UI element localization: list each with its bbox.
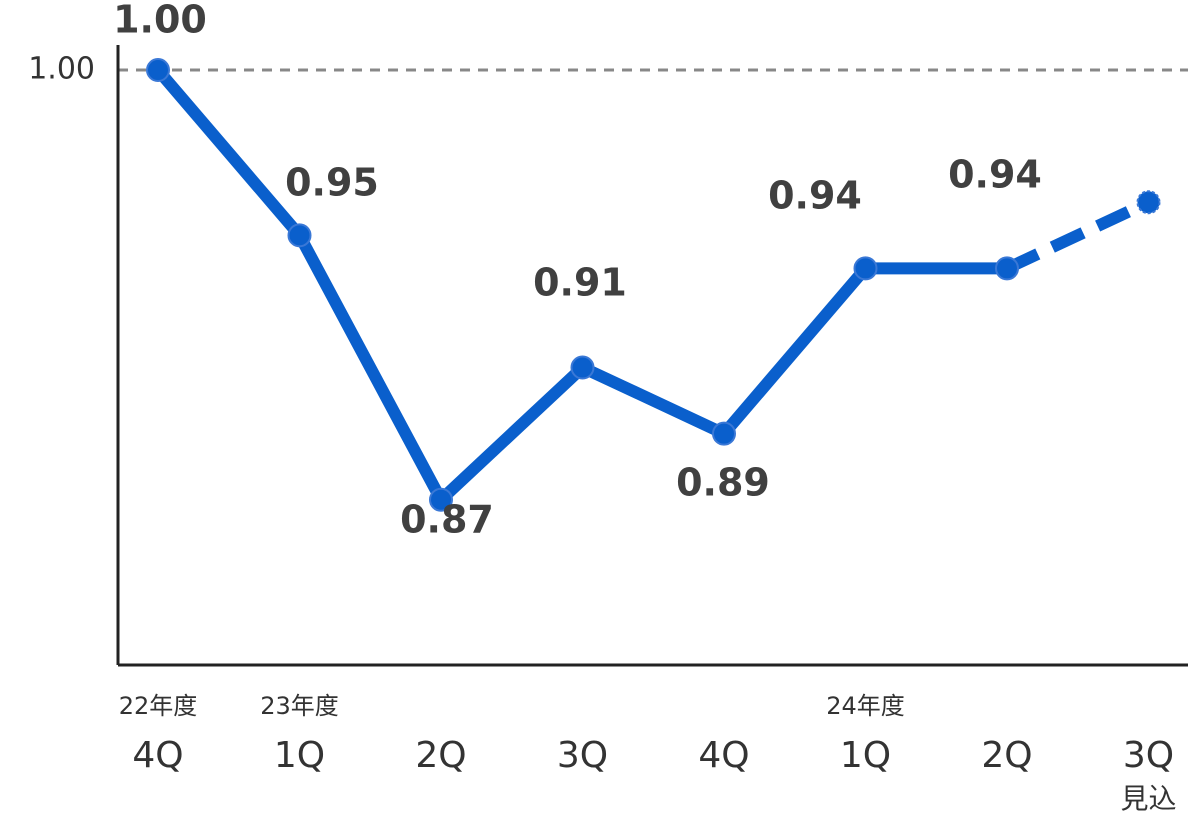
- marker: [712, 421, 736, 446]
- value-label: 0.91: [533, 261, 627, 305]
- value-label: 1.00: [113, 0, 207, 42]
- x-tick-label: 2Q: [415, 735, 466, 776]
- marker: [1136, 190, 1161, 215]
- marker: [429, 487, 453, 512]
- value-label: 0.94: [948, 153, 1042, 197]
- x-tick-label: 4Q: [132, 735, 183, 776]
- marker: [287, 223, 312, 248]
- category-group: 24年度: [826, 692, 905, 720]
- value-label: 0.94: [768, 174, 862, 218]
- x-tick-label: 1Q: [840, 735, 891, 776]
- marker: [853, 256, 878, 281]
- marker: [995, 256, 1019, 281]
- x-tick-label: 3Q: [1123, 735, 1174, 776]
- value-label: 0.89: [676, 461, 770, 505]
- category-note: 見込: [1120, 782, 1176, 815]
- value-label: 0.87: [400, 498, 494, 542]
- category-group: 23年度: [260, 692, 339, 720]
- category-group: 22年度: [119, 692, 198, 720]
- x-tick-label: 3Q: [557, 735, 608, 776]
- y-tick-label: 1.00: [28, 52, 95, 87]
- forecast-line: [1004, 196, 1152, 274]
- x-tick-label: 1Q: [274, 735, 325, 776]
- marker: [570, 355, 595, 380]
- x-tick-label: 2Q: [981, 735, 1032, 776]
- value-label: 0.95: [285, 161, 379, 205]
- x-tick-label: 4Q: [698, 735, 749, 776]
- marker: [146, 58, 170, 83]
